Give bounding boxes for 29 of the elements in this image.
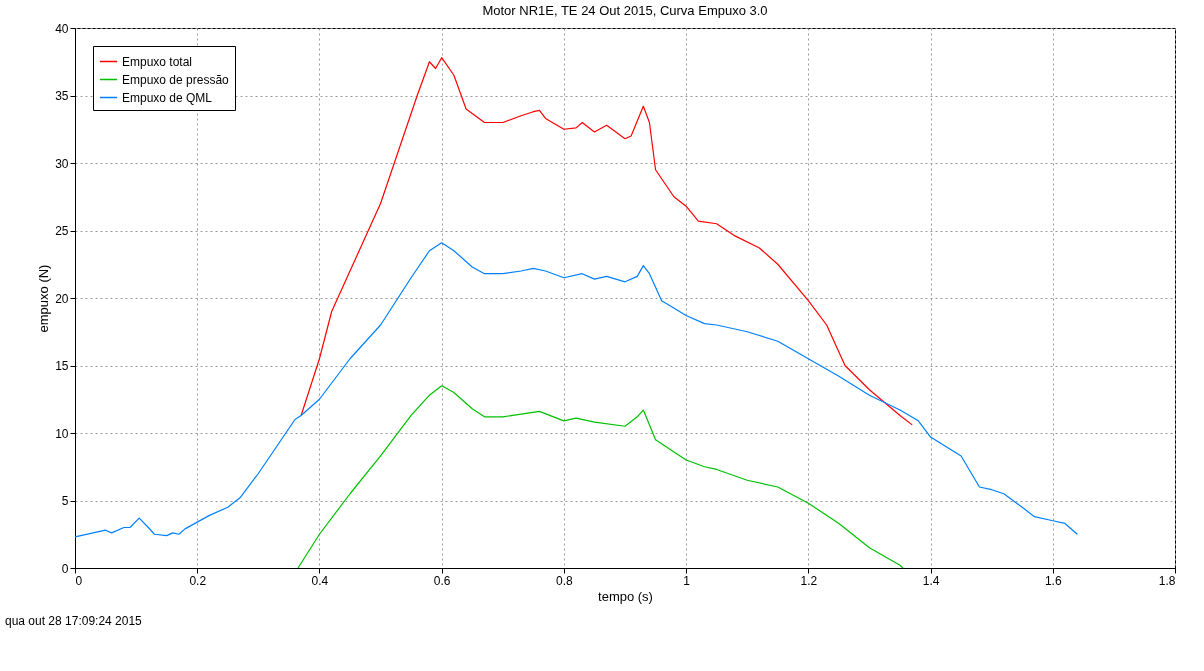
x-tick-label: 0 <box>75 573 83 588</box>
x-tick-label: 0.4 <box>311 573 329 588</box>
y-axis-title: empuxo (N) <box>36 264 52 333</box>
legend-label: Empuxo de QML <box>122 90 213 105</box>
y-tick-label: 15 <box>55 359 69 373</box>
y-tick-label: 40 <box>55 21 69 36</box>
x-axis-title: tempo (s) <box>598 588 653 604</box>
legend-label: Empuxo de pressão <box>122 72 230 87</box>
y-tick-label: 20 <box>55 291 69 306</box>
line-series <box>74 242 1078 538</box>
y-tick-label: 25 <box>55 224 69 238</box>
y-tick-label: 35 <box>55 89 69 103</box>
chart-title: Motor NR1E, TE 24 Out 2015, Curva Empuxo 3.0 <box>482 3 768 18</box>
x-tick-label: 1.8 <box>1158 573 1176 588</box>
line-series <box>300 57 913 426</box>
text: qua out 28 17:09:24 2015 <box>5 614 143 628</box>
x-tick-label: 1.6 <box>1044 573 1062 588</box>
x-tick-label: 0.2 <box>189 573 207 588</box>
x-tick-label: 0.6 <box>433 573 451 588</box>
y-tick-label: 0 <box>61 561 69 576</box>
x-tick-label: 1.4 <box>922 573 940 588</box>
y-tick-label: 10 <box>55 426 69 441</box>
x-tick-label: 0.8 <box>556 573 574 588</box>
x-tick-label: 1 <box>683 573 691 588</box>
legend-label: Empuxo total <box>122 54 193 69</box>
y-tick-label: 30 <box>55 156 69 171</box>
line-series <box>297 385 904 569</box>
y-tick-label: 5 <box>61 494 69 508</box>
x-tick-label: 1.2 <box>800 573 818 588</box>
